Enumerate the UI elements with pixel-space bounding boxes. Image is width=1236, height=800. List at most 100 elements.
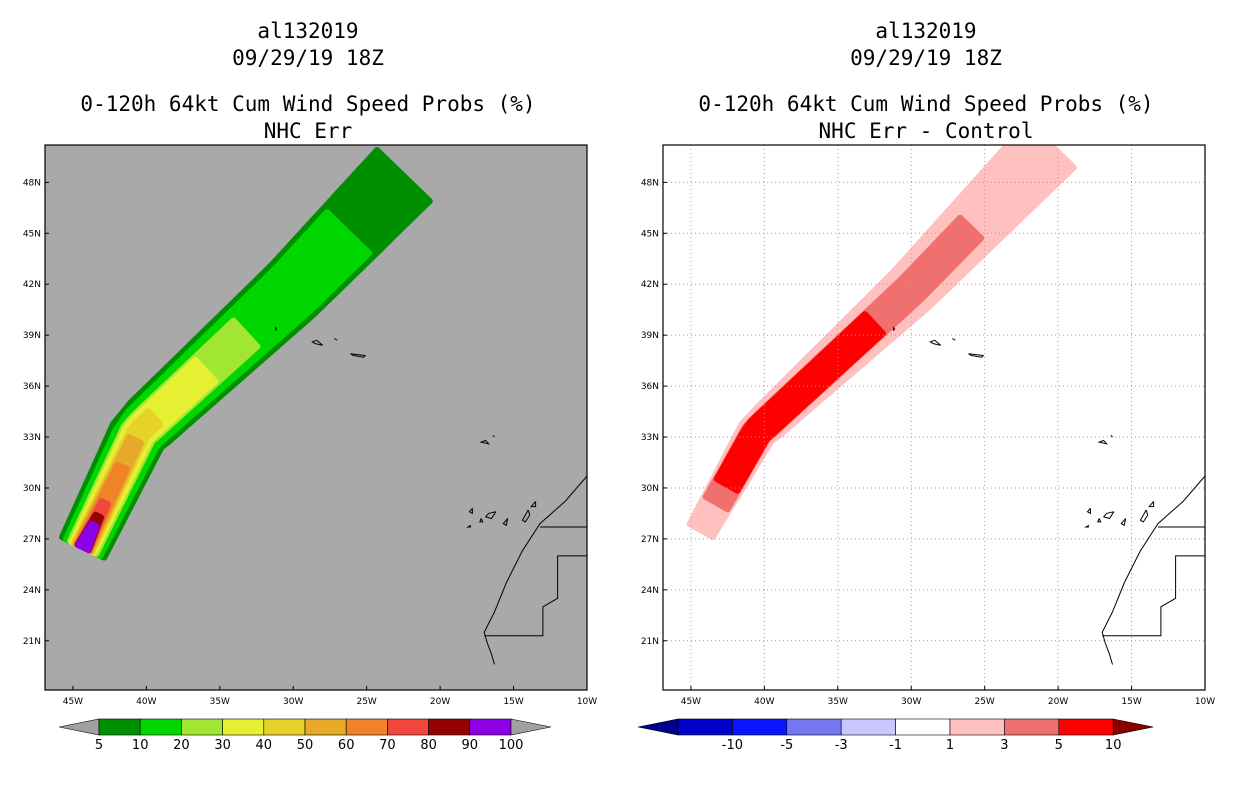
left-x-tick-label-5: 20W xyxy=(430,697,450,707)
left-x-tick-label-6: 15W xyxy=(503,697,523,707)
right-y-tick-label-1: 45N xyxy=(641,229,659,239)
left-colorbar-high-arrow xyxy=(510,718,552,736)
right-colorbar-box-2 xyxy=(786,718,842,736)
right-coastline-9 xyxy=(1084,524,1090,528)
right-y-tick-label-5: 33N xyxy=(641,433,659,443)
left-coastline-0 xyxy=(483,475,587,665)
left-x-tick-label-3: 30W xyxy=(283,697,303,707)
left-coastlines xyxy=(275,326,587,665)
right-coastline-2 xyxy=(1102,555,1205,637)
left-colorbar-box-3 xyxy=(222,718,265,736)
right-x-tick-label-2: 35W xyxy=(828,697,848,707)
right-colorbar-label-5: 3 xyxy=(1000,738,1008,753)
left-colorbar-label-6: 60 xyxy=(338,738,355,753)
left-title-line-3: 0-120h 64kt Cum Wind Speed Probs (%) xyxy=(80,92,536,116)
left-y-tick-label-5: 33N xyxy=(23,433,41,443)
left-colorbar-box-2 xyxy=(181,718,223,736)
right-colorbar-high-arrow xyxy=(1112,718,1154,736)
left-y-tick-label-8: 24N xyxy=(23,586,41,596)
right-y-tick-label-2: 42N xyxy=(641,280,659,290)
right-colorbar-box-3 xyxy=(840,718,896,736)
right-colorbar: -10 -5 -3 -1 1 3 5 10 xyxy=(637,718,1154,753)
right-y-tick-label-4: 36N xyxy=(641,382,659,392)
left-contour-level-9 xyxy=(75,520,100,553)
left-y-tick-label-7: 27N xyxy=(23,535,41,545)
left-map-frame xyxy=(44,144,588,691)
left-colorbar-label-3: 30 xyxy=(214,738,231,753)
left-colorbar-label-4: 40 xyxy=(256,738,273,753)
left-y-tick-label-9: 21N xyxy=(23,637,41,647)
right-y-tick-label-9: 21N xyxy=(641,637,659,647)
left-coastline-9 xyxy=(466,524,472,528)
left-y-tick-label-3: 39N xyxy=(23,331,41,341)
right-colorbar-label-4: 1 xyxy=(946,738,954,753)
right-y-tick-label-8: 24N xyxy=(641,586,659,596)
right-x-tick-label-3: 30W xyxy=(901,697,921,707)
left-coastline-13 xyxy=(311,339,323,346)
left-colorbar-box-4 xyxy=(263,718,306,736)
right-coastline-13 xyxy=(929,339,941,346)
right-y-tick-label-6: 30N xyxy=(641,484,659,494)
left-title-line-2: 09/29/19 18Z xyxy=(232,46,384,70)
left-title-line-1: al132019 xyxy=(257,19,359,43)
left-colorbar-label-9: 90 xyxy=(462,738,479,753)
right-title-line-2: 09/29/19 18Z xyxy=(850,46,1002,70)
right-colorbar-label-3: -1 xyxy=(889,738,902,753)
right-coastline-7 xyxy=(1086,507,1091,515)
right-x-tick-label-6: 15W xyxy=(1121,697,1141,707)
right-coastline-0 xyxy=(1101,475,1205,665)
right-coastline-4 xyxy=(1120,518,1127,527)
left-x-tick-label-0: 45W xyxy=(63,697,83,707)
right-x-tick-label-7: 10W xyxy=(1195,697,1215,707)
right-title-line-4: NHC Err - Control xyxy=(818,119,1034,143)
left-coastline-15 xyxy=(350,353,367,358)
right-colorbar-box-0 xyxy=(677,718,733,736)
left-title-line-4: NHC Err xyxy=(263,119,353,143)
left-x-tick-label-4: 25W xyxy=(356,697,376,707)
left-coastline-6 xyxy=(530,501,537,508)
left-colorbar-label-2: 20 xyxy=(173,738,190,753)
right-colorbar-label-0: -10 xyxy=(722,738,743,753)
left-colorbar-box-6 xyxy=(345,718,388,736)
left-y-tick-label-6: 30N xyxy=(23,484,41,494)
right-coastline-11 xyxy=(1110,434,1113,438)
right-coastline-8 xyxy=(1097,518,1102,523)
right-y-tick-label-7: 27N xyxy=(641,535,659,545)
left-x-tick-label-1: 40W xyxy=(136,697,156,707)
left-colorbar-box-8 xyxy=(428,718,471,736)
left-coastline-5 xyxy=(521,509,531,523)
left-colorbar-label-1: 10 xyxy=(132,738,149,753)
right-y-tick-label-3: 39N xyxy=(641,331,659,341)
left-colorbar-box-9 xyxy=(469,718,512,736)
left-colorbar-label-7: 70 xyxy=(379,738,396,753)
right-title-line-3: 0-120h 64kt Cum Wind Speed Probs (%) xyxy=(698,92,1154,116)
left-coastline-7 xyxy=(468,507,473,515)
left-coastline-8 xyxy=(479,518,484,523)
right-colorbar-label-7: 10 xyxy=(1105,738,1122,753)
right-coastline-15 xyxy=(968,353,985,358)
right-map: 45W 40W 35W 30W 25W 20W 15W 10W 48N 45N 42N 39N 36N 3… xyxy=(641,144,1215,707)
left-y-tick-label-2: 42N xyxy=(23,280,41,290)
right-title-line-1: al132019 xyxy=(875,19,977,43)
right-y-tick-label-0: 48N xyxy=(641,178,659,188)
left-colorbar-box-7 xyxy=(387,718,429,736)
left-colorbar-box-5 xyxy=(304,718,347,736)
right-colorbar-box-6 xyxy=(1004,718,1060,736)
right-coastlines xyxy=(893,326,1205,665)
right-coastline-12 xyxy=(893,326,896,332)
left-x-tick-label-2: 35W xyxy=(210,697,230,707)
right-contour-level-2 xyxy=(713,311,886,494)
right-coastline-6 xyxy=(1148,501,1155,508)
left-colorbar-box-1 xyxy=(139,718,182,736)
right-x-tick-label-5: 20W xyxy=(1048,697,1068,707)
right-colorbar-box-5 xyxy=(949,718,1005,736)
right-coastline-14 xyxy=(952,338,956,341)
left-x-tick-label-7: 10W xyxy=(577,697,597,707)
left-coastline-4 xyxy=(502,518,509,527)
left-coastline-11 xyxy=(492,434,495,438)
left-coastline-10 xyxy=(479,439,490,445)
left-coastline-3 xyxy=(484,511,497,520)
left-colorbar-label-5: 50 xyxy=(297,738,314,753)
left-colorbar-low-arrow xyxy=(58,718,100,736)
right-colorbar-label-2: -3 xyxy=(835,738,848,753)
